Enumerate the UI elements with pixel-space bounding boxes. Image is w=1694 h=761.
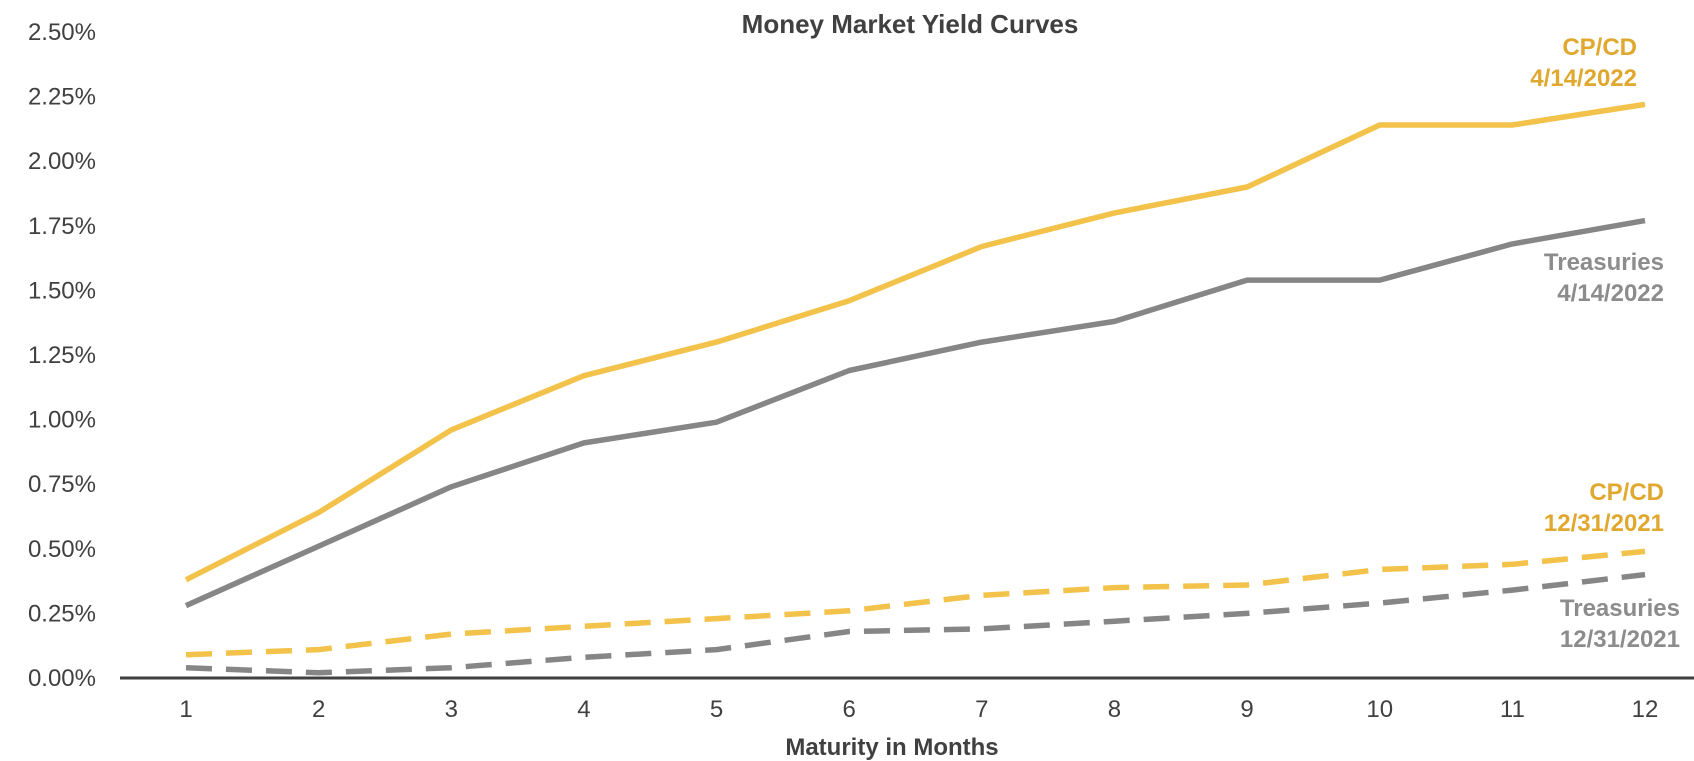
series-label-tsy_2022: Treasuries 4/14/2022 — [1544, 249, 1664, 307]
series-label-line: Treasuries — [1560, 595, 1680, 622]
series-label-cpcd_2022: CP/CD 4/14/2022 — [1530, 34, 1637, 92]
x-tick-label: 3 — [445, 696, 458, 723]
y-tick-label: 1.50% — [28, 277, 96, 304]
series-line-tsy_2021 — [185, 571, 1646, 676]
x-tick-label: 5 — [710, 696, 723, 723]
x-tick-label: 8 — [1108, 696, 1121, 723]
series-label-line: CP/CD — [1562, 34, 1637, 61]
x-axis-title: Maturity in Months — [785, 734, 998, 761]
y-tick-label: 0.75% — [28, 471, 96, 498]
series-label-tsy_2021: Treasuries 12/31/2021 — [1560, 595, 1680, 653]
x-tick-label: 11 — [1500, 696, 1525, 723]
series-line-tsy_2022 — [184, 217, 1646, 609]
x-axis: 1 2 3 4 5 6 7 8 9 10 11 12 — [179, 696, 1658, 723]
x-tick-label: 4 — [577, 696, 590, 723]
y-tick-label: 0.00% — [28, 665, 96, 692]
series-labels: CP/CD 4/14/2022 Treasuries 4/14/2022 CP/CD 12… — [1530, 34, 1680, 653]
series-label-cpcd_2021: CP/CD 12/31/2021 — [1544, 479, 1664, 537]
x-tick-label: 9 — [1240, 696, 1253, 723]
y-tick-label: 1.00% — [28, 407, 96, 434]
y-tick-label: 0.50% — [28, 536, 96, 563]
y-axis: 0.00% 0.25% 0.50% 0.75% 1.00% 1.25% 1.50% 1.75%… — [28, 19, 96, 692]
x-tick-label: 1 — [179, 696, 192, 723]
series-label-line: 4/14/2022 — [1530, 65, 1637, 92]
x-tick-label: 10 — [1366, 696, 1393, 723]
y-tick-label: 1.75% — [28, 213, 96, 240]
y-tick-label: 0.25% — [28, 600, 96, 627]
x-tick-label: 2 — [312, 696, 325, 723]
x-tick-label: 12 — [1632, 696, 1659, 723]
series-line-cpcd_2022 — [184, 101, 1646, 583]
x-tick-label: 6 — [843, 696, 856, 723]
series-label-line: CP/CD — [1589, 479, 1664, 506]
y-tick-label: 2.00% — [28, 148, 96, 175]
series-lines — [184, 101, 1646, 676]
series-label-line: 12/31/2021 — [1560, 626, 1680, 653]
series-label-line: Treasuries — [1544, 249, 1664, 276]
chart-title: Money Market Yield Curves — [742, 9, 1079, 39]
y-tick-label: 2.25% — [28, 84, 96, 111]
series-label-line: 4/14/2022 — [1557, 280, 1664, 307]
series-line-cpcd_2021 — [185, 548, 1646, 658]
x-tick-label: 7 — [975, 696, 988, 723]
y-tick-label: 2.50% — [28, 19, 96, 46]
series-label-line: 12/31/2021 — [1544, 510, 1664, 537]
y-tick-label: 1.25% — [28, 342, 96, 369]
